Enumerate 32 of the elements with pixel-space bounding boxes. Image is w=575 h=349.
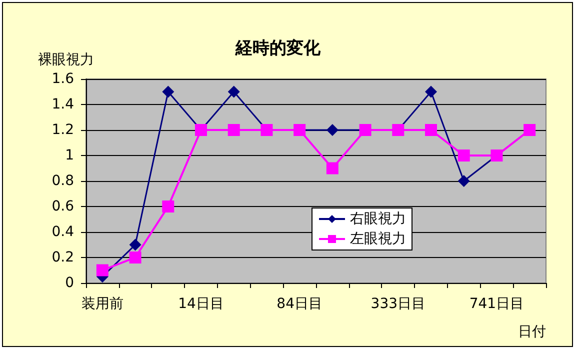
x-tick-label: 14日目 [178,296,224,312]
y-tick-label: 0 [65,275,74,291]
point [326,162,338,174]
chart-title: 経時的変化 [234,38,322,58]
point [129,238,142,251]
legend-label: 右眼視力 [350,211,406,227]
x-axis-title: 日付 [518,324,546,340]
y-tick-label: 0.8 [52,173,74,189]
point [425,124,437,136]
x-tick-label: 333日目 [370,296,426,312]
legend-label: 左眼視力 [350,231,406,247]
point [162,200,174,212]
x-tick-label: 84日目 [276,296,322,312]
y-tick-label: 0.2 [52,250,74,266]
x-tick-label: 装用前 [81,296,124,312]
y-tick-label: 1 [65,148,74,164]
y-tick-label: 0.6 [52,198,74,214]
x-tick-label: 741日目 [469,296,524,312]
point [326,124,338,136]
point [228,124,240,136]
point [458,150,470,162]
point [425,86,437,98]
point [162,86,174,98]
y-axis-title: 裸眼視力 [38,52,94,68]
y-tick-label: 0.4 [52,224,74,240]
point [458,175,470,187]
point [228,86,240,98]
y-tick-label: 1.4 [52,96,74,112]
point [96,264,108,276]
point [129,252,142,264]
y-tick-label: 1.2 [52,122,74,138]
y-tick-label: 1.6 [52,71,74,87]
